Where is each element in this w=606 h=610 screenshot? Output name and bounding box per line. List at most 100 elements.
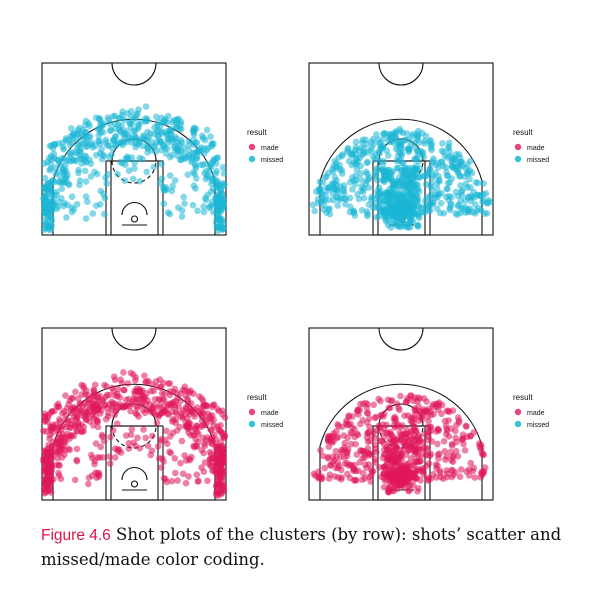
shot-point (391, 474, 399, 482)
shot-point (169, 416, 177, 423)
shot-point (371, 455, 379, 463)
shot-point (81, 167, 89, 175)
shot-point (219, 225, 227, 232)
shot-point (351, 433, 358, 441)
shot-point (173, 120, 181, 128)
shot-point (454, 453, 462, 460)
shot-point (178, 207, 186, 214)
shot-point (120, 127, 128, 134)
legend-missed-label: missed (527, 422, 549, 429)
shot-point (465, 472, 473, 479)
shot-point (462, 422, 470, 430)
shot-point (190, 442, 197, 450)
shot-point (441, 448, 449, 455)
shot-point (324, 437, 332, 444)
shot-point (203, 434, 211, 441)
shot-point (177, 397, 184, 405)
shot-point (454, 162, 461, 170)
shot-point (456, 473, 464, 480)
shot-point (415, 127, 422, 135)
shot-point (454, 211, 461, 218)
shot-point (372, 171, 380, 178)
shot-point (99, 454, 107, 461)
shot-point (76, 177, 84, 184)
shot-point (156, 138, 164, 145)
rim (130, 480, 139, 488)
shot-point (414, 132, 422, 140)
shot-point (414, 397, 421, 405)
shot-point (452, 469, 459, 476)
shot-point (202, 175, 210, 183)
shot-point (334, 202, 342, 209)
shot-point (408, 132, 416, 140)
shot-point (433, 185, 441, 192)
shot-point (78, 391, 86, 398)
shot-point (128, 400, 135, 408)
shot-point (184, 388, 192, 395)
center-circle (378, 327, 424, 351)
legend: result made missed (247, 393, 283, 429)
shot-point (352, 476, 359, 484)
shot-point (216, 447, 223, 454)
shot-point (68, 193, 76, 200)
shot-point (389, 139, 397, 147)
shot-point (189, 201, 197, 209)
shot-point (351, 425, 358, 433)
shot-point (394, 201, 402, 208)
shot-point (469, 208, 476, 216)
shot-point (99, 433, 106, 440)
shot-point (470, 429, 478, 436)
center-circle (111, 327, 157, 351)
shot-point (400, 136, 408, 144)
shot-point (355, 195, 363, 203)
shot-point (82, 121, 89, 129)
shot-point (147, 451, 154, 459)
shot-point (184, 397, 192, 405)
shot-point (115, 114, 123, 122)
shot-point (114, 121, 122, 129)
shot-point (201, 136, 209, 144)
shot-point (425, 474, 433, 481)
shot-point (426, 452, 434, 460)
shot-point (471, 474, 479, 481)
shot-point (97, 129, 104, 136)
shot-point (211, 431, 218, 439)
shot-point (193, 155, 201, 162)
shot-point (457, 182, 464, 189)
legend: result made missed (247, 128, 283, 164)
legend-made-label: made (527, 145, 545, 152)
shot-point (435, 173, 442, 180)
shot-point (68, 208, 76, 216)
shot-point (40, 466, 48, 473)
shot-point (65, 181, 73, 189)
shot-point (119, 402, 127, 410)
shot-point (117, 376, 124, 383)
shot-point (477, 446, 485, 454)
shot-points (310, 392, 489, 496)
shot-point (352, 440, 359, 448)
shot-point (376, 139, 383, 146)
shot-point (415, 203, 422, 211)
shot-point (171, 177, 179, 184)
shot-point (178, 437, 186, 445)
shot-point (91, 402, 99, 410)
shot-point (398, 465, 405, 473)
shot-point (207, 133, 214, 140)
legend: result made missed (513, 128, 549, 164)
shot-point (91, 460, 98, 468)
shot-point (428, 146, 435, 154)
shot-point (415, 214, 423, 222)
shot-point (136, 445, 144, 452)
shot-point (217, 486, 225, 494)
shot-point (386, 208, 394, 216)
shot-point (44, 418, 51, 425)
shot-point (59, 144, 67, 151)
shot-point (397, 472, 404, 479)
shot-point (41, 174, 49, 182)
shot-point (66, 435, 73, 442)
shot-point (82, 153, 90, 160)
shot-point (359, 151, 366, 159)
shot-point (365, 461, 373, 468)
shot-point (214, 423, 221, 430)
shot-point (219, 164, 227, 171)
